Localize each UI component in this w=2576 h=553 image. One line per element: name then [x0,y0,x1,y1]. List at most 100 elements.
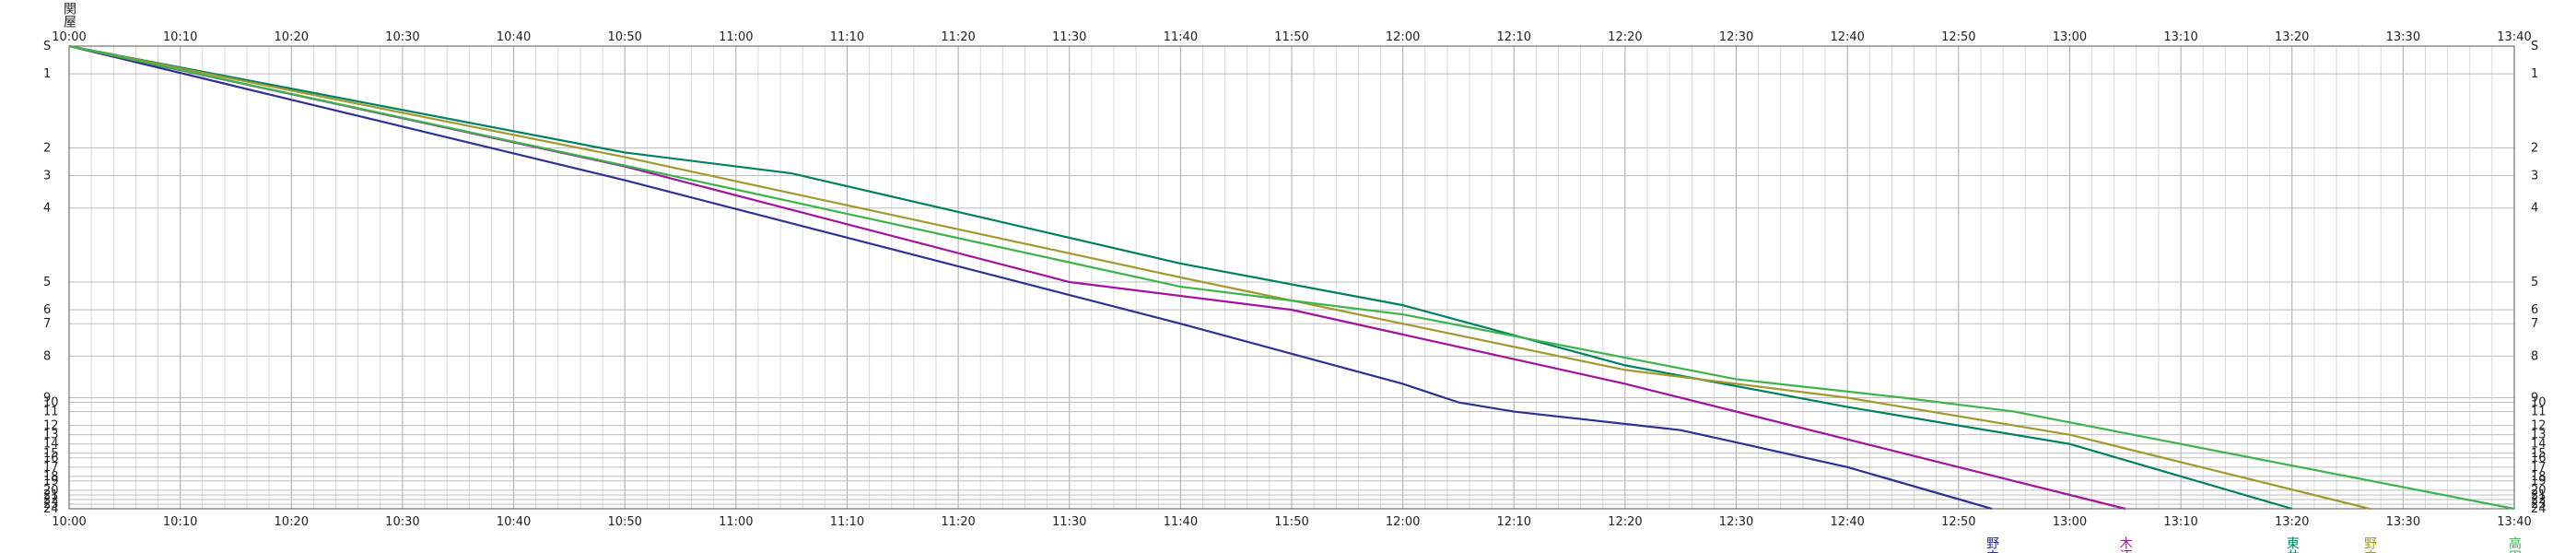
x-tick-label-top: 13:20 [2275,30,2309,44]
x-tick-label-top: 12:10 [1497,30,1531,44]
x-tick-label-top: 12:50 [1941,30,1975,44]
y-tick-label-left: 16 [43,452,59,465]
x-tick-label-top: 10:40 [497,30,531,44]
x-tick-label-bottom: 12:30 [1719,515,1753,529]
train-line [68,44,2126,511]
train-label: 野中湯 [1985,536,1999,553]
y-tick-label-right: 16 [2531,452,2547,465]
y-tick-label-left: 12 [43,419,59,433]
y-tick-label-right: 22 [2531,493,2547,507]
x-tick-label-top: 13:30 [2386,30,2420,44]
y-tick-label-left: 5 [43,276,51,289]
y-tick-label-left: 11 [43,406,59,419]
x-tick-label-bottom: 10:40 [497,515,531,529]
y-tick-label-left: 8 [43,349,51,363]
x-tick-label-bottom: 12:40 [1830,515,1864,529]
train-label: 木添 [2118,536,2133,553]
x-tick-label-top: 11:40 [1164,30,1198,44]
x-tick-label-top: 11:50 [1274,30,1308,44]
plot-frame [68,45,2515,510]
x-tick-label-top: 12:30 [1719,30,1753,44]
y-tick-label-right: 15 [2531,447,2547,461]
y-tick-label-left: 7 [43,317,51,331]
y-tick-label-right: 6 [2531,303,2538,317]
x-tick-label-bottom: 13:40 [2497,515,2531,529]
train-line [68,44,2515,511]
train-line [68,44,2371,511]
y-tick-label-left: 23 [43,498,59,512]
y-tick-label-right: 24 [2531,502,2547,516]
y-tick-label-left: 6 [43,303,51,317]
x-tick-label-top: 12:00 [1386,30,1420,44]
y-tick-label-right: 9 [2531,392,2538,406]
y-tick-label-left: 3 [43,170,51,183]
x-tick-label-top: 10:00 [52,30,86,44]
y-tick-label-right: 7 [2531,317,2538,331]
x-tick-label-bottom: 11:00 [719,515,753,529]
x-tick-label-bottom: 13:10 [2163,515,2197,529]
y-tick-label-left: 2 [43,141,51,155]
y-tick-label-right: 19 [2531,475,2547,488]
x-tick-label-bottom: 10:50 [607,515,641,529]
x-tick-label-bottom: 11:40 [1164,515,1198,529]
y-tick-label-right: 4 [2531,202,2538,216]
y-tick-label-left: 21 [43,488,59,502]
y-tick-label-left: 15 [43,447,59,461]
y-tick-label-right: 1 [2531,67,2538,81]
y-tick-label-left: 24 [43,502,59,516]
x-tick-label-bottom: 10:30 [385,515,419,529]
train-label: 東井湯 [2285,536,2300,553]
x-tick-label-top: 11:30 [1052,30,1086,44]
x-tick-label-bottom: 11:50 [1274,515,1308,529]
x-tick-label-top: 12:40 [1830,30,1864,44]
y-tick-label-left: 20 [43,484,59,498]
y-tick-label-right: 5 [2531,276,2538,289]
x-tick-label-bottom: 12:20 [1608,515,1642,529]
x-tick-label-top: 11:10 [830,30,864,44]
y-tick-label-right: 3 [2531,170,2538,183]
x-tick-label-bottom: 10:20 [275,515,309,529]
y-tick-label-right: 10 [2531,396,2547,410]
y-tick-label-left: 14 [43,438,59,452]
y-tick-label-left: S [43,40,51,53]
y-tick-label-right: 13 [2531,429,2547,442]
y-tick-label-right: 17 [2531,461,2547,475]
x-tick-label-bottom: 13:00 [2053,515,2087,529]
x-tick-label-top: 10:10 [163,30,197,44]
y-tick-label-left: 1 [43,67,51,81]
train-line [68,44,1993,511]
y-tick-label-right: 2 [2531,141,2538,155]
y-tick-label-right: 12 [2531,419,2547,433]
y-tick-label-left: 17 [43,461,59,475]
x-tick-label-bottom: 12:50 [1941,515,1975,529]
x-tick-label-bottom: 10:10 [163,515,197,529]
y-tick-label-left: 18 [43,470,59,484]
x-tick-label-bottom: 11:30 [1052,515,1086,529]
x-tick-label-bottom: 10:00 [52,515,86,529]
x-tick-label-bottom: 11:20 [941,515,975,529]
x-tick-label-top: 13:10 [2163,30,2197,44]
train-line [68,44,2293,511]
y-tick-label-right: 18 [2531,470,2547,484]
y-tick-label-right: 23 [2531,498,2547,512]
y-tick-label-right: 8 [2531,349,2538,363]
y-tick-label-right: 21 [2531,488,2547,502]
x-tick-label-top: 13:00 [2053,30,2087,44]
y-tick-label-left: 19 [43,475,59,488]
y-tick-label-right: S [2531,40,2538,53]
x-tick-label-bottom: 13:20 [2275,515,2309,529]
x-tick-label-bottom: 12:00 [1386,515,1420,529]
x-tick-label-top: 12:20 [1608,30,1642,44]
x-tick-label-top: 13:40 [2497,30,2531,44]
y-tick-label-left: 13 [43,429,59,442]
train-label: 野中子 [2362,536,2377,553]
x-tick-label-bottom: 13:30 [2386,515,2420,529]
x-tick-label-bottom: 11:10 [830,515,864,529]
x-tick-label-top: 11:00 [719,30,753,44]
y-tick-label-left: 22 [43,493,59,507]
x-tick-label-top: 10:50 [607,30,641,44]
y-tick-label-left: 9 [43,392,51,406]
y-tick-label-right: 20 [2531,484,2547,498]
